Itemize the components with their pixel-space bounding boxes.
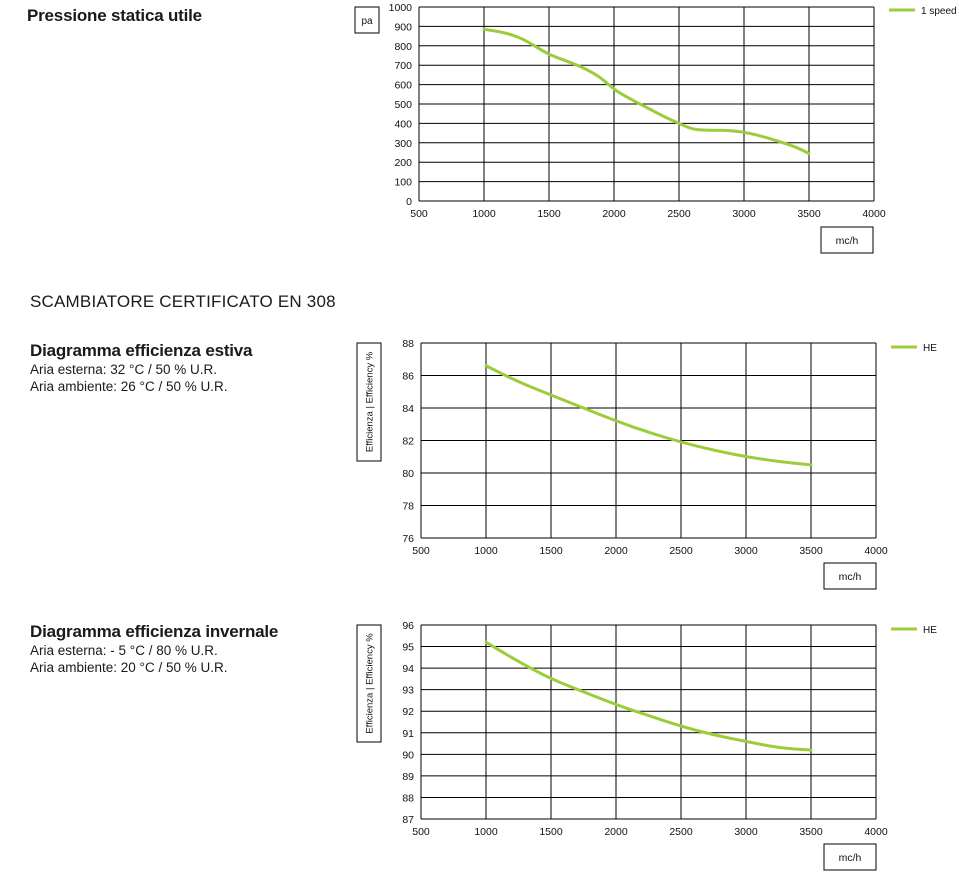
winter-efficiency-chart: 500 1000 1500 2000 2500 3000 3500 4000 87 88 89 90 9… bbox=[356, 620, 937, 871]
x-tick-label: 1000 bbox=[474, 545, 498, 557]
x-tick-label: 4000 bbox=[864, 545, 888, 557]
x-axis-label: mc/h bbox=[836, 235, 859, 247]
chart-grid bbox=[420, 624, 877, 820]
y-tick-label: 91 bbox=[402, 728, 414, 740]
x-tick-label: 1500 bbox=[539, 826, 563, 838]
y-tick-label: 80 bbox=[402, 468, 414, 480]
series-line bbox=[482, 27, 811, 155]
y-tick-label: 1000 bbox=[389, 2, 413, 14]
legend-label: HE bbox=[923, 343, 937, 354]
y-tick-label: 100 bbox=[394, 177, 412, 189]
x-axis-label-box bbox=[823, 843, 877, 871]
y-tick-label: 400 bbox=[394, 118, 412, 130]
chart-grid bbox=[420, 342, 877, 539]
y-tick-label: 88 bbox=[402, 338, 414, 350]
y-tick-label: 800 bbox=[394, 41, 412, 53]
y-tick-label: 300 bbox=[394, 138, 412, 150]
winter-efficiency-title: Diagramma efficienza invernale bbox=[30, 622, 279, 641]
legend-label: HE bbox=[923, 625, 937, 636]
y-axis-label-box bbox=[356, 342, 382, 462]
x-tick-label: 1500 bbox=[539, 545, 563, 557]
x-tick-label: 500 bbox=[412, 826, 430, 838]
summer-indoor-air: Aria ambiente: 26 °C / 50 % U.R. bbox=[30, 379, 228, 394]
y-axis-label: Efficienza | Efficiency % bbox=[365, 633, 376, 734]
summer-efficiency-chart: 500 1000 1500 2000 2500 3000 3500 4000 76 78 80 82 8… bbox=[356, 338, 937, 590]
x-tick-label: 1000 bbox=[474, 826, 498, 838]
y-axis-label-box bbox=[356, 624, 382, 743]
x-tick-label: 500 bbox=[412, 545, 430, 557]
x-tick-label: 4000 bbox=[862, 208, 886, 220]
winter-outdoor-air: Aria esterna: - 5 °C / 80 % U.R. bbox=[30, 643, 218, 658]
y-tick-label: 89 bbox=[402, 771, 414, 783]
y-axis-label-box bbox=[354, 6, 380, 34]
x-tick-label: 3500 bbox=[797, 208, 821, 220]
y-axis-label: pa bbox=[361, 16, 373, 27]
y-tick-label: 87 bbox=[402, 814, 414, 826]
y-tick-label: 86 bbox=[402, 371, 414, 383]
x-tick-label: 1500 bbox=[537, 208, 561, 220]
x-tick-label: 2500 bbox=[669, 826, 693, 838]
x-tick-label: 3000 bbox=[734, 826, 758, 838]
winter-indoor-air: Aria ambiente: 20 °C / 50 % U.R. bbox=[30, 660, 228, 675]
chart-grid bbox=[418, 6, 875, 202]
y-tick-label: 96 bbox=[402, 620, 414, 632]
y-tick-label: 700 bbox=[394, 60, 412, 72]
y-tick-label: 95 bbox=[402, 642, 414, 654]
x-tick-label: 3500 bbox=[799, 545, 823, 557]
x-axis-label: mc/h bbox=[839, 852, 862, 864]
y-tick-label: 0 bbox=[406, 196, 412, 208]
y-axis-label: Efficienza | Efficiency % bbox=[365, 351, 376, 452]
x-axis-label: mc/h bbox=[839, 571, 862, 583]
section-heading: SCAMBIATORE CERTIFICATO EN 308 bbox=[30, 292, 336, 311]
x-tick-label: 3500 bbox=[799, 826, 823, 838]
x-tick-label: 4000 bbox=[864, 826, 888, 838]
x-tick-label: 2500 bbox=[667, 208, 691, 220]
y-tick-label: 76 bbox=[402, 533, 414, 545]
pressure-chart-title: Pressione statica utile bbox=[27, 6, 202, 25]
y-tick-label: 78 bbox=[402, 501, 414, 513]
x-tick-label: 2500 bbox=[669, 545, 693, 557]
x-tick-label: 1000 bbox=[472, 208, 496, 220]
x-tick-label: 2000 bbox=[602, 208, 626, 220]
legend-label: 1 speed bbox=[921, 6, 957, 17]
pressure-chart: 500 1000 1500 2000 2500 3000 3500 4000 0 100 200 30… bbox=[354, 2, 957, 254]
x-tick-label: 2000 bbox=[604, 545, 628, 557]
y-tick-label: 88 bbox=[402, 792, 414, 804]
x-tick-label: 3000 bbox=[732, 208, 756, 220]
y-tick-label: 500 bbox=[394, 99, 412, 111]
x-axis-label-box bbox=[820, 226, 874, 254]
y-tick-label: 94 bbox=[402, 663, 414, 675]
y-tick-label: 90 bbox=[402, 749, 414, 761]
x-axis-label-box bbox=[823, 562, 877, 590]
y-tick-label: 900 bbox=[394, 21, 412, 33]
y-tick-label: 600 bbox=[394, 80, 412, 92]
summer-outdoor-air: Aria esterna: 32 °C / 50 % U.R. bbox=[30, 362, 217, 377]
y-tick-label: 82 bbox=[402, 436, 414, 448]
y-tick-label: 200 bbox=[394, 157, 412, 169]
y-tick-label: 84 bbox=[402, 403, 414, 415]
series-line bbox=[484, 640, 813, 752]
summer-efficiency-title: Diagramma efficienza estiva bbox=[30, 341, 253, 360]
x-tick-label: 2000 bbox=[604, 826, 628, 838]
x-tick-label: 500 bbox=[410, 208, 428, 220]
series-line bbox=[484, 364, 813, 467]
y-tick-label: 92 bbox=[402, 706, 414, 718]
y-tick-label: 93 bbox=[402, 685, 414, 697]
x-tick-label: 3000 bbox=[734, 545, 758, 557]
